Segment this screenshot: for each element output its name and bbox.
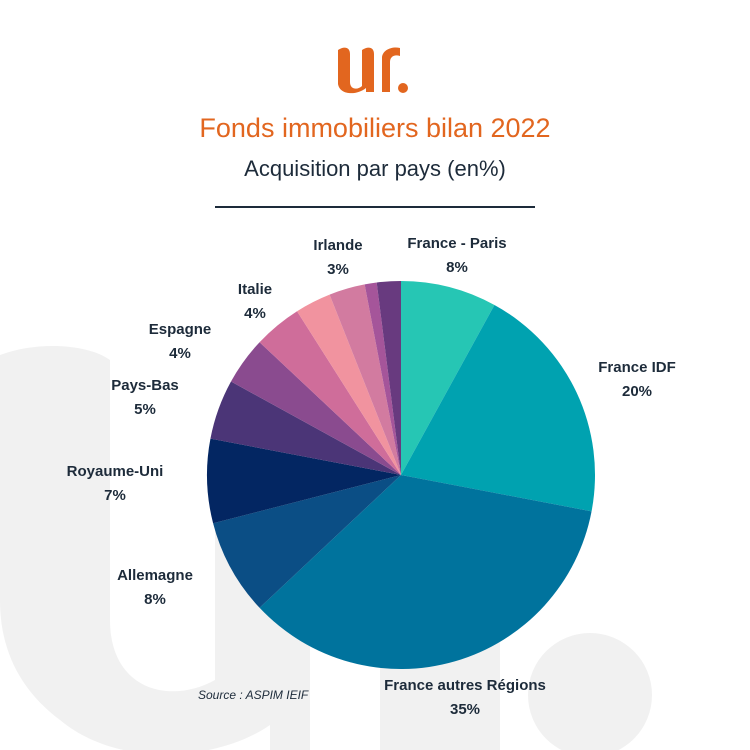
pie-slice bbox=[230, 342, 401, 475]
slice-value-label: 5% bbox=[134, 401, 156, 418]
title-divider bbox=[215, 206, 535, 208]
slice-label: Royaume-Uni bbox=[67, 463, 164, 480]
pie-slice bbox=[364, 282, 401, 475]
pie-slice bbox=[210, 381, 401, 475]
slice-value-label: 3% bbox=[327, 261, 349, 278]
slice-label: France IDF bbox=[598, 359, 676, 376]
slice-label: Italie bbox=[238, 281, 272, 298]
chart-title: Fonds immobiliers bilan 2022 bbox=[199, 113, 551, 143]
slice-label: Pays-Bas bbox=[111, 377, 179, 394]
chart-subtitle: Acquisition par pays (en%) bbox=[244, 156, 506, 181]
pie-slice bbox=[401, 281, 495, 475]
pie-slice bbox=[207, 438, 401, 524]
slice-value-label: 8% bbox=[144, 591, 166, 608]
pie-slice bbox=[297, 294, 401, 475]
pie-slice bbox=[329, 284, 401, 475]
pie-slice bbox=[213, 475, 401, 608]
pie-slice bbox=[259, 475, 592, 669]
pie-slice bbox=[376, 281, 401, 475]
slice-value-label: 8% bbox=[446, 259, 468, 276]
slice-label: Irlande bbox=[313, 237, 362, 254]
pie-slice bbox=[259, 311, 401, 475]
slice-value-label: 4% bbox=[169, 345, 191, 362]
slice-label: Allemagne bbox=[117, 567, 193, 584]
brand-logo bbox=[338, 47, 408, 94]
source-note: Source : ASPIM IEIF bbox=[198, 688, 309, 702]
pie-slice bbox=[401, 304, 595, 512]
slice-label: France autres Régions bbox=[384, 677, 546, 694]
slice-value-label: 35% bbox=[450, 701, 480, 718]
slice-label: Espagne bbox=[149, 321, 212, 338]
slice-value-label: 7% bbox=[104, 487, 126, 504]
slice-value-label: 4% bbox=[244, 305, 266, 322]
slice-label: France - Paris bbox=[407, 235, 506, 252]
slice-value-label: 20% bbox=[622, 383, 652, 400]
